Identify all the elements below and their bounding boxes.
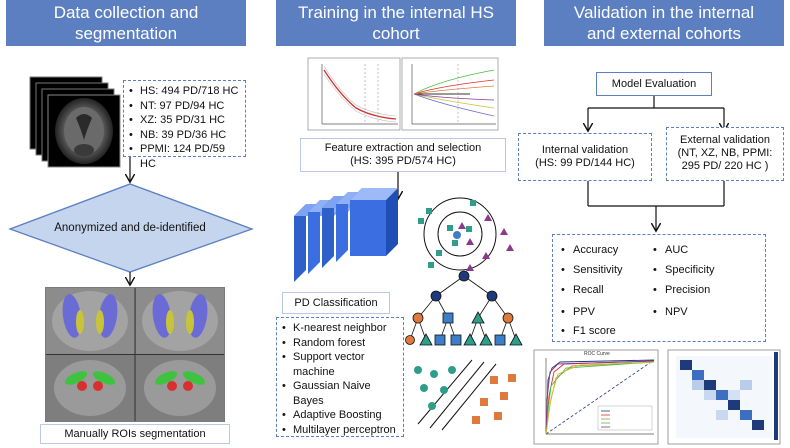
classifier-item: Support vector machine [281, 350, 399, 379]
metric-precision: Precision [653, 284, 710, 296]
metric-sensitivity: Sensitivity [561, 264, 622, 276]
external-validation-box: External validation (NT, XZ, NB, PPMI: 2… [666, 127, 784, 181]
internal-validation-box: Internal validation (HS: 99 PD/144 HC) [518, 133, 652, 181]
cohort-item: NB: 39 PD/36 HC [128, 128, 241, 143]
roi-mri-image [45, 287, 225, 422]
metric-accuracy: Accuracy [561, 244, 618, 256]
cohort-item: HS: 494 PD/718 HC [128, 84, 241, 99]
feature-extraction-count: (HS: 395 PD/574 HC) [350, 155, 456, 167]
metric-npv: NPV [653, 306, 687, 318]
header-training: Training in the internal HS cohort [276, 0, 516, 46]
classifier-item: Adaptive Boosting [281, 408, 399, 423]
header-training-text: Training in the internal HS cohort [298, 3, 494, 43]
cohort-list: HS: 494 PD/718 HC NT: 97 PD/94 HC XZ: 35… [128, 84, 241, 171]
external-validation-cohorts: (NT, XZ, NB, PPMI: [677, 147, 773, 159]
metric-specificity: Specificity [653, 264, 714, 276]
lasso-coefficient-plot [401, 57, 499, 131]
metric-f1-score: F1 score [561, 325, 616, 337]
classifier-item: Gaussian Naive Bayes [281, 379, 399, 408]
internal-validation-count: (HS: 99 PD/144 HC) [535, 157, 635, 169]
metric-ppv: PPV [561, 306, 595, 318]
header-validation-text: Validation in the internal and external … [573, 3, 755, 43]
external-validation-count: 295 PD/ 220 HC ) [681, 160, 769, 172]
cohort-list-box: HS: 494 PD/718 HC NT: 97 PD/94 HC XZ: 35… [123, 80, 246, 170]
feature-extraction-title: Feature extraction and selection [324, 142, 482, 154]
model-evaluation-box: Model Evaluation [596, 72, 712, 96]
metric-recall: Recall [561, 284, 603, 296]
anonymize-diamond [8, 183, 254, 273]
header-validation: Validation in the internal and external … [544, 0, 784, 46]
cohort-item: XZ: 35 PD/31 HC [128, 113, 241, 128]
metrics-box: Accuracy Sensitivity Recall PPV F1 score… [552, 234, 766, 342]
cohort-item: NT: 97 PD/94 HC [128, 99, 241, 114]
classifier-list-box: K-nearest neighbor Random forest Support… [276, 317, 404, 437]
classifier-item: Multilayer perceptron [281, 423, 399, 438]
decision-tree-diagram [405, 270, 523, 346]
roi-segmentation-label: Manually ROIs segmentation [40, 424, 230, 444]
metric-auc: AUC [653, 244, 688, 256]
classifier-list: K-nearest neighbor Random forest Support… [281, 321, 399, 437]
neural-network-blocks-icon [294, 188, 398, 282]
confusion-matrix-heatmap [667, 349, 781, 445]
internal-validation-title: Internal validation [541, 144, 629, 156]
anonymize-label: Anonymized and de-identified [54, 222, 206, 234]
header-data-collection: Data collection and segmentation [6, 0, 246, 46]
feature-extraction-box: Feature extraction and selection (HS: 39… [300, 138, 506, 172]
pd-classification-label: PD Classification [282, 292, 390, 314]
roc-curve-title: ROC Curve [584, 351, 610, 357]
classifier-item: K-nearest neighbor [281, 321, 399, 336]
header-data-collection-text: Data collection and segmentation [53, 3, 199, 43]
classifier-item: Random forest [281, 336, 399, 351]
cohort-item: PPMI: 124 PD/59 HC [128, 142, 241, 171]
external-validation-title: External validation [680, 134, 770, 146]
svm-diagram [414, 359, 516, 431]
roc-curve-chart [533, 349, 659, 445]
mri-stack-image [29, 76, 121, 168]
lasso-cv-plot [307, 57, 401, 131]
knn-diagram [418, 197, 514, 271]
